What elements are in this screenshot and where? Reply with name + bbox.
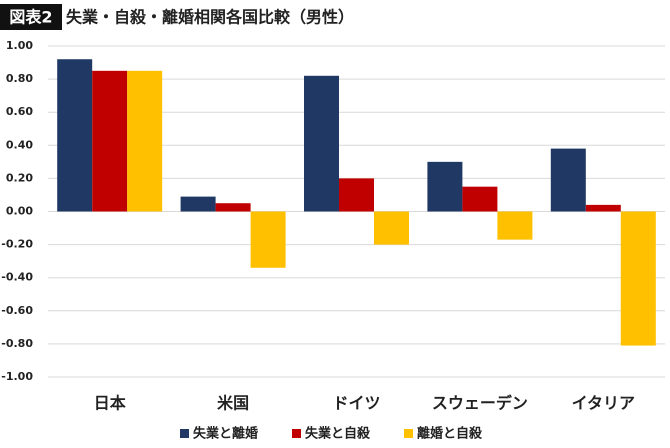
bar [620,211,656,346]
y-tick-label: 0.40 [6,138,33,151]
y-tick-label: 0.00 [6,205,33,218]
y-tick-label: -0.60 [1,304,33,317]
legend-swatch [404,429,413,438]
bar [92,70,128,212]
y-tick-label: -0.20 [1,238,33,251]
bar [585,204,621,212]
bar [427,161,463,212]
bar [180,196,216,212]
y-tick-label: -0.80 [1,337,33,350]
bar [550,148,586,212]
bar [462,186,498,212]
y-tick-label: -0.40 [1,271,33,284]
bar [215,203,251,212]
x-tick-label: 日本 [94,394,126,413]
chart-title: 失業・自殺・離婚相関各国比較（男性） [66,8,354,27]
bar [250,211,286,268]
y-tick-label: 0.60 [6,105,33,118]
x-tick-label: イタリア [572,394,635,413]
legend-swatch [180,429,189,438]
legend-label: 離婚と自殺 [417,426,483,442]
legend-label: 失業と自殺 [305,426,371,442]
bar [497,211,533,240]
figure-badge [0,4,62,30]
bar [304,75,339,212]
figure-label: 図表2 [9,8,52,27]
bar [374,211,409,245]
x-tick-label: 米国 [217,394,249,413]
y-tick-label: 0.20 [6,171,33,184]
y-tick-label: -1.00 [1,370,33,383]
x-tick-label: スウェーデン [432,394,528,413]
x-tick-label: ドイツ [332,394,380,413]
legend-label: 失業と離婚 [193,426,258,442]
y-tick-label: 1.00 [6,39,33,52]
bar [57,59,93,212]
bar [339,178,374,212]
legend-swatch [292,429,301,438]
bar [127,70,163,212]
y-tick-label: 0.80 [6,72,33,85]
